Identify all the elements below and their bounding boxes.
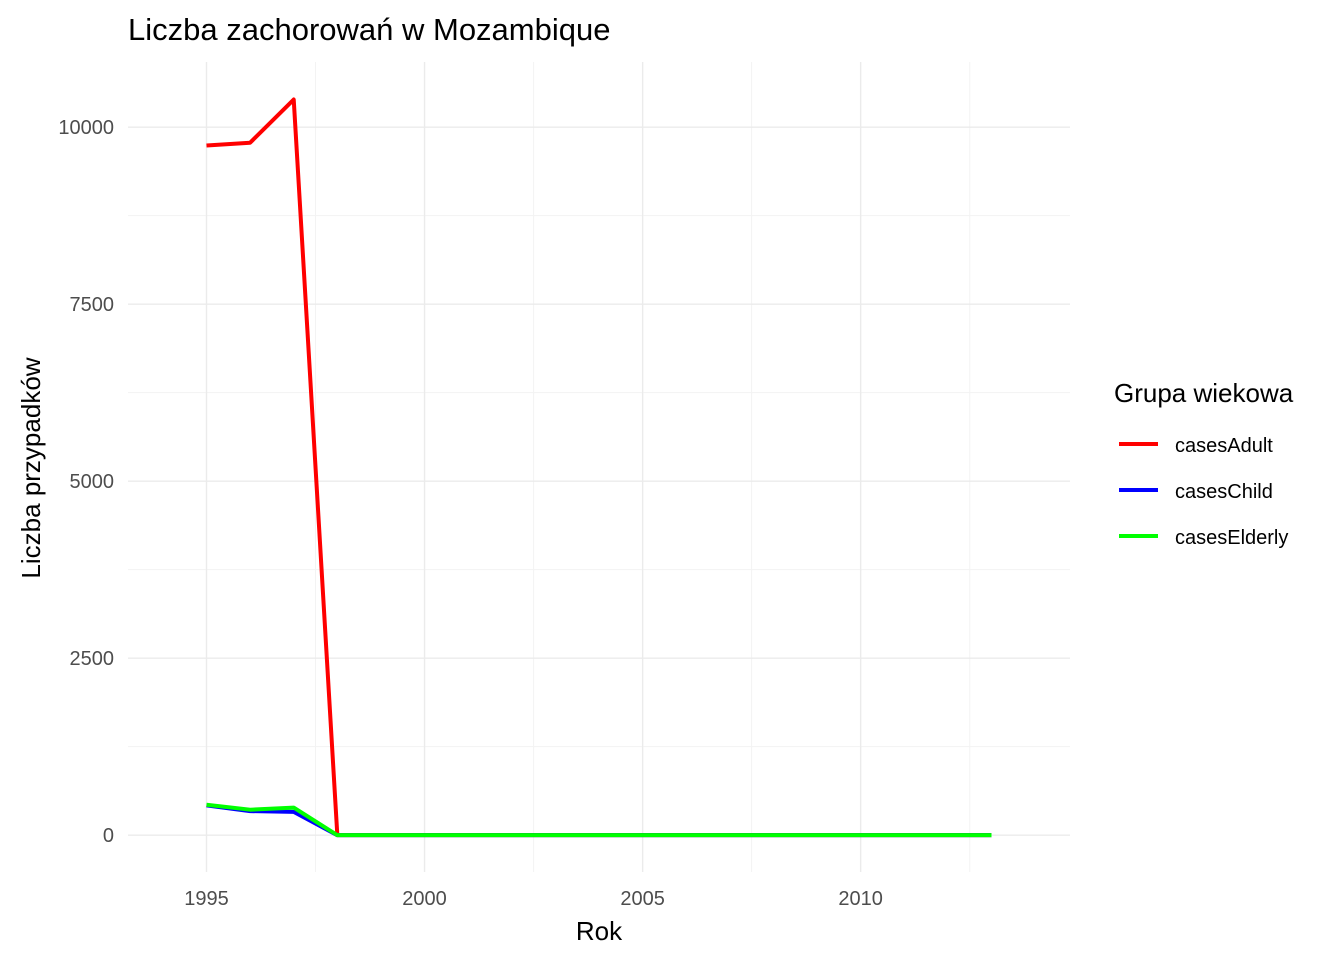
y-axis-ticks: 0 2500 5000 7500 10000 [58, 117, 114, 847]
y-tick-label: 5000 [70, 471, 115, 493]
series-line-casesElderly [206, 802, 992, 838]
legend-label-casesChild: casesChild [1175, 481, 1273, 503]
y-tick-label: 0 [103, 825, 114, 847]
x-tick-label: 1995 [184, 888, 229, 910]
chart-title: Liczba zachorowań w Mozambique [128, 12, 610, 47]
legend-label-casesAdult: casesAdult [1175, 435, 1273, 457]
x-axis-ticks: 1995 2000 2005 2010 [184, 888, 883, 910]
x-tick-label: 2005 [620, 888, 665, 910]
grid [128, 62, 1070, 872]
series-line-casesAdult [206, 97, 992, 838]
series-line-casesChild [206, 803, 992, 838]
x-tick-label: 2000 [402, 888, 447, 910]
y-tick-label: 2500 [70, 648, 115, 670]
y-tick-label: 10000 [58, 117, 114, 139]
y-tick-label: 7500 [70, 294, 115, 316]
legend-title: Grupa wiekowa [1114, 378, 1294, 408]
series-lines [206, 97, 992, 838]
x-tick-label: 2010 [838, 888, 883, 910]
legend-label-casesElderly: casesElderly [1175, 527, 1288, 549]
legend: Grupa wiekowa casesAdult casesChild casesE… [1114, 378, 1294, 549]
x-axis-title: Rok [576, 916, 623, 946]
y-axis-title: Liczba przypadków [16, 357, 46, 578]
